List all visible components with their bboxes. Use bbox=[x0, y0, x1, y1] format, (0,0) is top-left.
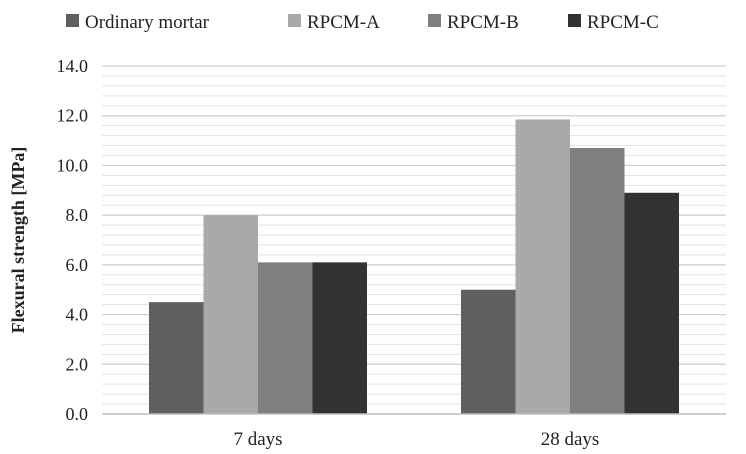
bar-ordinary-mortar-28-days bbox=[461, 289, 516, 414]
bar-rpcm-c-7-days bbox=[312, 262, 367, 414]
bar-rpcm-c-28-days bbox=[624, 192, 679, 414]
bar-rpcm-a-7-days bbox=[203, 215, 258, 414]
legend-label: RPCM-C bbox=[587, 12, 659, 33]
bar-rpcm-b-28-days bbox=[570, 148, 625, 414]
y-tick-label: 10.0 bbox=[57, 155, 89, 175]
legend: Ordinary mortar RPCM-A RPCM-B RPCM-C bbox=[66, 12, 659, 33]
x-category-label: 28 days bbox=[541, 429, 600, 450]
y-tick-label: 14.0 bbox=[57, 56, 89, 76]
y-tick-label: 0.0 bbox=[66, 404, 89, 424]
y-tick-label: 4.0 bbox=[66, 305, 89, 325]
y-tick-label: 6.0 bbox=[66, 255, 89, 275]
legend-swatch bbox=[568, 14, 581, 27]
x-category-label: 7 days bbox=[233, 429, 282, 450]
bar-rpcm-b-7-days bbox=[258, 262, 313, 414]
legend-label: RPCM-A bbox=[307, 12, 380, 33]
y-tick-label: 2.0 bbox=[66, 354, 89, 374]
y-axis-ticks: 0.0 2.0 4.0 6.0 8.0 10.0 12.0 14.0 bbox=[57, 56, 89, 424]
y-tick-label: 12.0 bbox=[57, 106, 89, 126]
bar-rpcm-a-28-days bbox=[515, 119, 570, 414]
legend-swatch bbox=[428, 14, 441, 27]
x-axis-categories: 7 days 28 days bbox=[233, 429, 599, 450]
legend-label: Ordinary mortar bbox=[85, 12, 210, 33]
y-tick-label: 8.0 bbox=[66, 205, 89, 225]
legend-label: RPCM-B bbox=[447, 12, 519, 33]
bar-ordinary-mortar-7-days bbox=[149, 302, 204, 414]
legend-swatch bbox=[66, 14, 79, 27]
bars bbox=[149, 119, 679, 414]
legend-swatch bbox=[288, 14, 301, 27]
y-axis-title: Flexural strength [MPa] bbox=[8, 147, 28, 334]
